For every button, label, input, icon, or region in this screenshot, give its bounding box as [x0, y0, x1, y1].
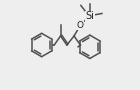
Text: O: O: [77, 21, 84, 30]
Text: Si: Si: [85, 11, 94, 21]
